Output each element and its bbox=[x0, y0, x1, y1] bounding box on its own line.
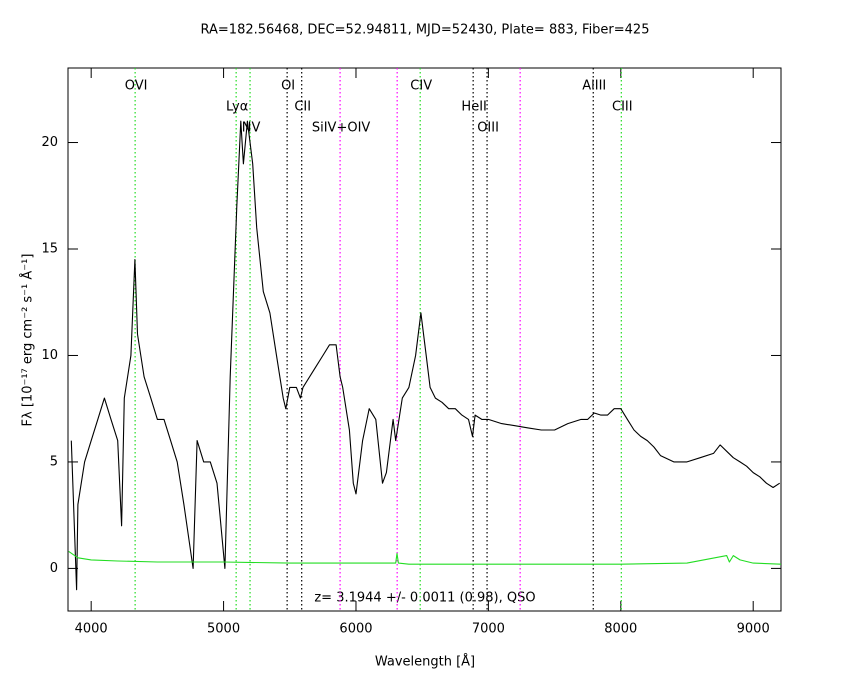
line-label: CIV bbox=[410, 79, 432, 94]
y-axis-label: Fλ [10⁻¹⁷ erg cm⁻² s⁻¹ Å⁻¹] bbox=[20, 254, 36, 427]
x-tick-label: 9000 bbox=[737, 622, 770, 637]
chart-title: RA=182.56468, DEC=52.94811, MJD=52430, P… bbox=[201, 23, 650, 38]
y-tick-label: 15 bbox=[41, 242, 58, 257]
line-label: OI bbox=[281, 79, 295, 94]
y-tick-label: 0 bbox=[50, 561, 58, 576]
x-tick-label: 7000 bbox=[472, 622, 505, 637]
y-tick-label: 10 bbox=[41, 348, 58, 363]
line-label: AlIII bbox=[582, 79, 606, 94]
y-tick-label: 20 bbox=[41, 135, 58, 150]
line-label: CII bbox=[294, 100, 311, 115]
x-axis-label: Wavelength [Å] bbox=[375, 654, 475, 670]
spectrum-line bbox=[70, 120, 781, 591]
y-tick-label: 5 bbox=[50, 454, 58, 469]
x-tick-label: 6000 bbox=[339, 622, 372, 637]
annotation: z= 3.1944 +/- 0.0011 (0.98), QSO bbox=[314, 591, 535, 606]
line-label: CIII bbox=[612, 100, 633, 115]
line-label: OVI bbox=[125, 79, 148, 94]
line-label: Lyα bbox=[226, 100, 248, 115]
plot-frame bbox=[67, 67, 782, 612]
line-label: OIII bbox=[477, 121, 499, 136]
x-tick-label: 5000 bbox=[207, 622, 240, 637]
line-label: HeII bbox=[461, 100, 486, 115]
line-label: NV bbox=[242, 121, 261, 136]
spectrum-line bbox=[68, 550, 782, 565]
x-tick-label: 4000 bbox=[75, 622, 108, 637]
x-tick-label: 8000 bbox=[604, 622, 637, 637]
line-label: SiIV+OIV bbox=[312, 121, 371, 136]
